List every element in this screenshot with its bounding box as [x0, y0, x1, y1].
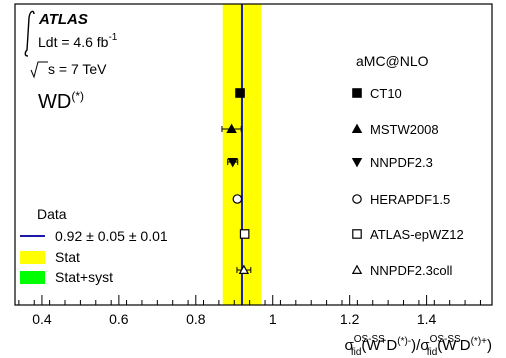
legend-marker: [352, 229, 362, 239]
xtitle-sub1: fid: [351, 347, 362, 358]
legend-marker: [352, 194, 362, 204]
legend-marker: [352, 88, 362, 98]
x-tick-label: 1.4: [417, 311, 437, 327]
prediction-label: NNPDF2.3: [370, 155, 433, 170]
xtitle-sub2: fid: [427, 347, 438, 358]
legend-data-value: 0.92 ± 0.05 ± 0.01: [55, 228, 168, 244]
legend-marker: [351, 158, 363, 168]
legend-stat-swatch: [20, 251, 45, 264]
x-tick-label: 0.6: [109, 311, 129, 327]
prediction-marker: [235, 88, 245, 98]
prediction-marker: [239, 229, 250, 239]
xtitle-sup4: OS-SS: [430, 334, 461, 345]
prediction-marker: [226, 123, 237, 133]
xtitle-sup6: (*)+: [471, 336, 488, 347]
xtitle-sup3: (*)-: [397, 336, 411, 347]
luminosity-value: Ldt = 4.6 fb: [38, 34, 109, 50]
prediction-marker: [232, 194, 243, 204]
channel-label: WD(*): [38, 89, 84, 113]
xtitle-part3: )/σ: [411, 337, 430, 354]
xtitle-part1: (W: [361, 337, 381, 354]
generator-label: aMC@NLO: [356, 53, 429, 69]
xtitle-sup2: +: [381, 336, 387, 347]
xtitle-sup5: -: [456, 336, 459, 347]
xtitle-part6: ): [487, 337, 492, 354]
prediction-label: MSTW2008: [370, 122, 439, 137]
legend-marker: [351, 123, 363, 133]
x-tick-label: 1.2: [340, 311, 360, 327]
legend-stat-label: Stat: [55, 249, 80, 265]
x-axis-ticks: 0.4 0.6 0.8 1 1.2 1.4: [18, 295, 481, 327]
xtitle-part5: D: [460, 337, 471, 354]
x-axis-title: σOS-SS fid(W+D(*)-)/σOS-SS fid(W-D(*)+): [344, 334, 492, 358]
energy-label: s = 7 TeV: [48, 61, 107, 77]
luminosity-exponent: -1: [108, 32, 117, 43]
x-tick-label: 1: [269, 311, 277, 327]
xtitle-sigma: σ: [344, 337, 354, 354]
prediction-markers: [221, 88, 252, 274]
legend-statsyst-swatch: [20, 271, 45, 284]
xtitle-part4: (W: [437, 337, 457, 354]
prediction-label: CT10: [370, 86, 402, 101]
channel-name: WD: [38, 91, 71, 113]
x-tick-label: 0.4: [32, 311, 52, 327]
xtitle-part2: D: [386, 337, 397, 354]
luminosity-label: Ldt = 4.6 fb-1: [38, 32, 118, 50]
prediction-marker: [227, 158, 238, 168]
prediction-marker: [238, 264, 250, 274]
x-tick-label: 0.8: [186, 311, 206, 327]
integral-sign-icon: [24, 10, 35, 57]
prediction-label: ATLAS-epWZ12: [370, 227, 464, 242]
prediction-labels: CT10 MSTW2008 NNPDF2.3 HERAPDF1.5 ATLAS-epWZ…: [351, 86, 464, 278]
xtitle-sup1: OS-SS: [354, 334, 385, 345]
legend-data-title: Data: [37, 206, 67, 222]
legend-marker: [351, 264, 363, 274]
sqrt-icon: [30, 61, 48, 79]
plot-frame: [14, 3, 493, 306]
legend-statsyst-label: Stat+syst: [55, 269, 113, 285]
prediction-label: NNPDF2.3coll: [370, 263, 452, 278]
channel-superscript: (*): [71, 89, 84, 103]
atlas-label: ATLAS: [38, 11, 88, 28]
prediction-label: HERAPDF1.5: [370, 192, 450, 207]
